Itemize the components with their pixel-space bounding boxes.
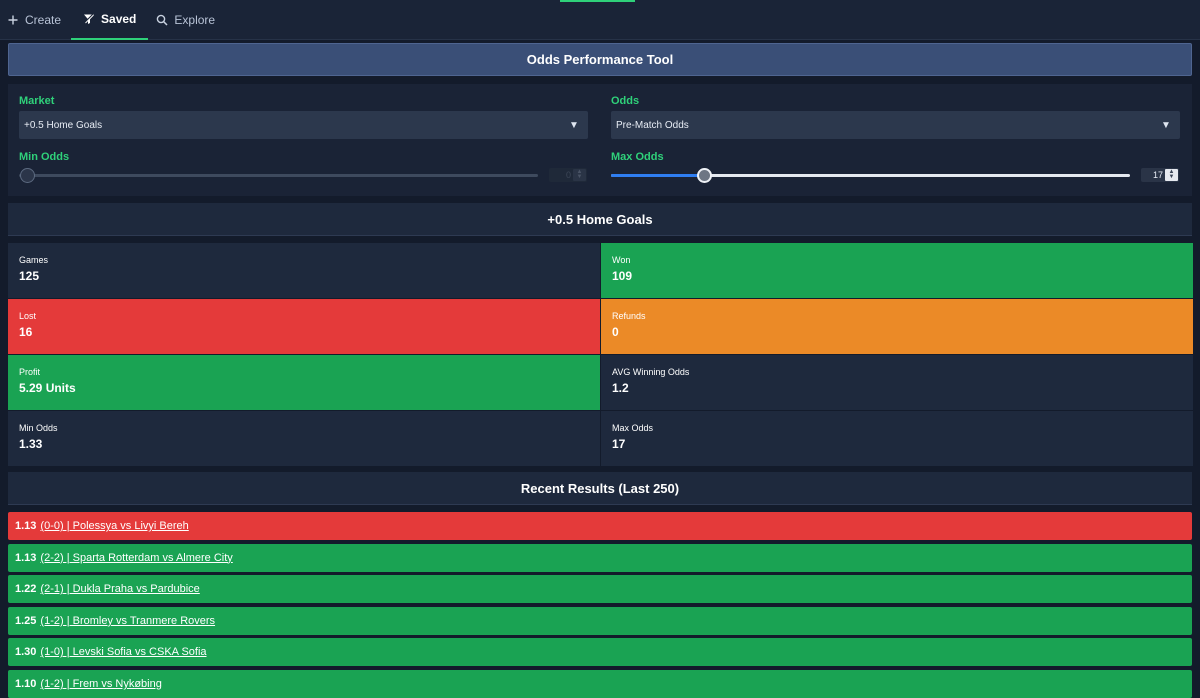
chevron-up-icon: ▲ bbox=[576, 169, 583, 175]
result-row: 1.13 (0-0) | Polessya vs Livyi Bereh bbox=[8, 512, 1192, 540]
chevron-down-icon: ▼ bbox=[569, 119, 579, 131]
stat-label: AVG Winning Odds bbox=[612, 367, 690, 377]
odds-select-value: Pre-Match Odds bbox=[616, 119, 689, 131]
market-label: Market bbox=[19, 95, 55, 107]
stat-won: Won 109 bbox=[601, 243, 1193, 298]
min-odds-input[interactable]: 0 ▲ ▼ bbox=[549, 168, 587, 182]
stat-label: Refunds bbox=[612, 311, 646, 321]
result-row: 1.25 (1-2) | Bromley vs Tranmere Rovers bbox=[8, 606, 1192, 635]
plus-icon bbox=[7, 14, 19, 26]
stat-value: 125 bbox=[19, 269, 40, 283]
stat-label: Max Odds bbox=[612, 423, 654, 433]
stats-grid: Games 125 Won 109 Lost 16 Refunds 0 Profit 5.29 U… bbox=[8, 243, 1193, 466]
stat-label: Lost bbox=[19, 311, 37, 321]
stat-label: Min Odds bbox=[19, 423, 58, 433]
min-odds-slider[interactable] bbox=[19, 168, 538, 183]
stat-value: 0 bbox=[612, 325, 619, 339]
result-match-link[interactable]: (2-1) | Dukla Praha vs Pardubice bbox=[40, 583, 200, 596]
tab-create[interactable]: Create bbox=[0, 0, 71, 40]
tab-create-label: Create bbox=[25, 13, 62, 27]
stat-value: 109 bbox=[612, 269, 633, 283]
result-odds: 1.13 bbox=[15, 520, 37, 532]
stat-label: Games bbox=[19, 255, 49, 265]
result-row: 1.13 (2-2) | Sparta Rotterdam vs Almere C… bbox=[8, 543, 1192, 572]
tab-explore-label: Explore bbox=[174, 13, 216, 27]
min-odds-stepper[interactable]: ▲ ▼ bbox=[573, 169, 586, 181]
stat-profit: Profit 5.29 Units bbox=[8, 355, 600, 410]
tab-saved[interactable]: Saved bbox=[71, 0, 149, 40]
tool-title: Odds Performance Tool bbox=[8, 43, 1192, 76]
nav-tabs: Create Saved Explore bbox=[0, 0, 227, 40]
tab-explore[interactable]: Explore bbox=[148, 0, 227, 40]
min-odds-input-value: 0 bbox=[565, 170, 571, 180]
stat-value: 17 bbox=[612, 437, 626, 451]
result-odds: 1.13 bbox=[15, 551, 37, 564]
chevron-down-icon: ▼ bbox=[576, 174, 583, 180]
max-odds-input-value: 17 bbox=[1152, 170, 1163, 180]
chevron-up-icon: ▲ bbox=[1168, 169, 1175, 175]
result-row: 1.30 (1-0) | Levski Sofia vs CSKA Sofia bbox=[8, 638, 1192, 667]
top-nav-bar: Create Saved Explore bbox=[0, 0, 1200, 40]
result-match-link[interactable]: (0-0) | Polessya vs Livyi Bereh bbox=[40, 520, 189, 532]
filter-icon bbox=[83, 13, 95, 25]
min-odds-slider-handle[interactable] bbox=[20, 168, 35, 183]
search-icon bbox=[156, 14, 168, 26]
odds-label: Odds bbox=[611, 95, 640, 107]
result-match-link[interactable]: (2-2) | Sparta Rotterdam vs Almere City bbox=[40, 551, 233, 564]
stat-min-odds: Min Odds 1.33 bbox=[8, 411, 600, 466]
stat-games: Games 125 bbox=[8, 243, 600, 298]
tab-saved-label: Saved bbox=[101, 12, 137, 26]
chevron-down-icon: ▼ bbox=[1161, 119, 1171, 131]
stat-value: 5.29 Units bbox=[19, 381, 76, 395]
summary-title: +0.5 Home Goals bbox=[8, 203, 1192, 236]
max-odds-slider-fill bbox=[611, 174, 704, 177]
result-row: 1.22 (2-1) | Dukla Praha vs Pardubice bbox=[8, 575, 1192, 604]
market-select[interactable]: +0.5 Home Goals ▼ bbox=[19, 111, 588, 139]
result-match-link[interactable]: (1-2) | Bromley vs Tranmere Rovers bbox=[40, 614, 216, 627]
stat-value: 1.2 bbox=[612, 381, 629, 395]
result-odds: 1.10 bbox=[15, 678, 37, 690]
stat-value: 1.33 bbox=[19, 437, 43, 451]
max-odds-stepper[interactable]: ▲ ▼ bbox=[1165, 169, 1178, 181]
result-odds: 1.30 bbox=[15, 646, 37, 659]
market-select-value: +0.5 Home Goals bbox=[24, 119, 103, 131]
result-match-link[interactable]: (1-0) | Levski Sofia vs CSKA Sofia bbox=[40, 646, 207, 659]
nav-accent-line bbox=[560, 0, 635, 2]
result-match-link[interactable]: (1-2) | Frem vs Nykøbing bbox=[40, 678, 162, 690]
chevron-down-icon: ▼ bbox=[1168, 174, 1175, 180]
max-odds-slider[interactable] bbox=[611, 168, 1130, 183]
recent-results-title: Recent Results (Last 250) bbox=[8, 472, 1192, 505]
stat-label: Profit bbox=[19, 367, 41, 377]
result-odds: 1.25 bbox=[15, 614, 37, 627]
result-odds: 1.22 bbox=[15, 583, 37, 596]
stat-lost: Lost 16 bbox=[8, 299, 600, 354]
stat-refunds: Refunds 0 bbox=[601, 299, 1193, 354]
result-row: 1.10 (1-2) | Frem vs Nykøbing bbox=[8, 670, 1192, 698]
stat-avg-winning-odds: AVG Winning Odds 1.2 bbox=[601, 355, 1193, 410]
max-odds-input[interactable]: 17 ▲ ▼ bbox=[1141, 168, 1179, 182]
odds-select[interactable]: Pre-Match Odds ▼ bbox=[611, 111, 1180, 139]
min-odds-label: Min Odds bbox=[19, 151, 70, 163]
stat-label: Won bbox=[612, 255, 631, 265]
stat-value: 16 bbox=[19, 325, 33, 339]
filter-panel: Market +0.5 Home Goals ▼ Odds Pre-Match … bbox=[8, 84, 1192, 196]
max-odds-label: Max Odds bbox=[611, 151, 664, 163]
max-odds-slider-handle[interactable] bbox=[697, 168, 712, 183]
stat-max-odds: Max Odds 17 bbox=[601, 411, 1193, 466]
